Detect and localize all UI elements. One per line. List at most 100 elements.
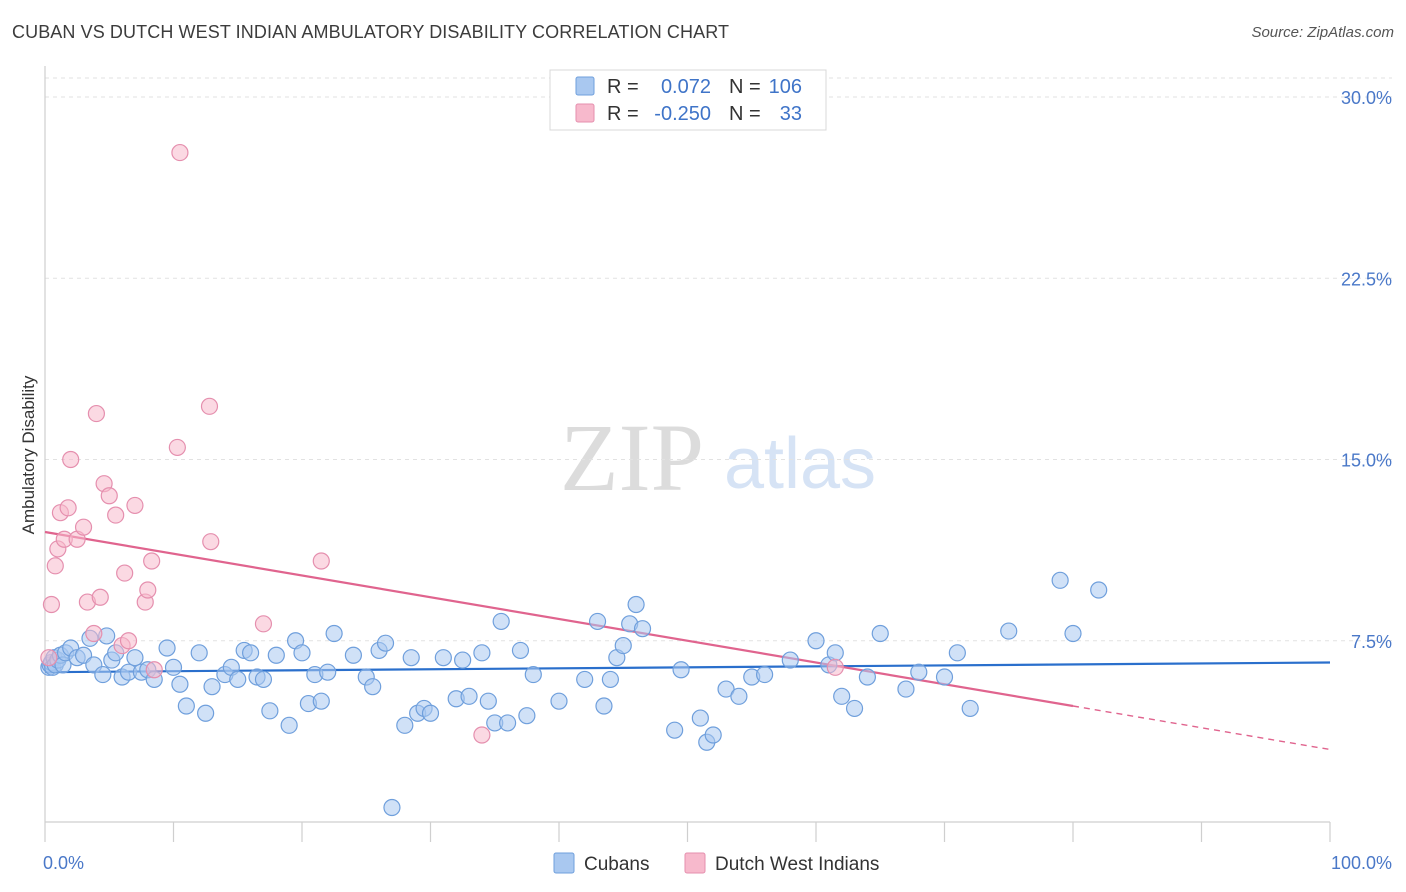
- legend: R = 0.072 N = 106 R = -0.250 N = 33: [549, 69, 827, 131]
- source-label: Source: ZipAtlas.com: [1251, 24, 1394, 41]
- cubans-point: [261, 702, 279, 720]
- dutch-west-indians-point: [87, 404, 106, 423]
- dutch-west-indians-point: [168, 438, 186, 457]
- dutch-west-indians-point: [200, 397, 219, 415]
- dutch-west-indians-trend-extension: [1072, 705, 1331, 751]
- dutch-west-indians-point: [40, 649, 58, 667]
- cubans-point: [910, 663, 928, 681]
- data-points: [40, 143, 1108, 817]
- cubans-point: [434, 649, 452, 667]
- cubans-point: [614, 636, 632, 655]
- cubans-point: [672, 661, 690, 679]
- bottom-legend-swatch-cubans: [553, 852, 575, 874]
- dutch-west-indians-point: [202, 533, 220, 551]
- cubans-point: [479, 692, 497, 710]
- dutch-west-indians-point: [42, 595, 61, 614]
- cubans-point: [511, 641, 530, 660]
- cubans-point: [190, 644, 208, 662]
- dutch-west-indians-point: [119, 632, 138, 650]
- legend-r-value-dutch-west-indians: -0.250: [654, 103, 711, 125]
- cubans-point: [499, 714, 517, 732]
- cubans-point: [601, 670, 620, 689]
- cubans-point: [518, 707, 536, 725]
- cubans-point: [197, 704, 215, 722]
- cubans-point: [845, 699, 864, 718]
- cubans-point: [595, 697, 613, 715]
- legend-n-value-cubans: 106: [769, 76, 802, 98]
- dutch-west-indians-point: [62, 450, 80, 469]
- dutch-west-indians-trend-line: [44, 530, 1074, 708]
- dutch-west-indians-point: [107, 506, 125, 524]
- cubans-point: [1000, 622, 1018, 640]
- tick-labels: 7.5% 15.0% 22.5% 30.0% 0.0% 100.0%: [43, 88, 1392, 873]
- dutch-west-indians-point: [100, 487, 118, 505]
- y-tick-label: 7.5%: [1351, 632, 1392, 652]
- chart-title: CUBAN VS DUTCH WEST INDIAN AMBULATORY DI…: [12, 22, 730, 42]
- cubans-point: [280, 716, 298, 734]
- cubans-point: [948, 644, 966, 662]
- legend-n-value-dutch-west-indians: 33: [780, 103, 802, 125]
- axes: [44, 66, 1331, 842]
- dutch-west-indians-point: [145, 661, 163, 679]
- cubans-point: [267, 646, 285, 664]
- grid-lines: [45, 77, 1392, 642]
- y-tick-label: 15.0%: [1341, 451, 1392, 471]
- cubans-point: [158, 639, 176, 657]
- cubans-point: [293, 644, 311, 662]
- cubans-point: [1064, 624, 1082, 643]
- dutch-west-indians-point: [116, 564, 134, 582]
- cubans-point: [126, 649, 144, 667]
- dutch-west-indians-point: [85, 624, 103, 643]
- cubans-point: [177, 697, 195, 715]
- cubans-point: [229, 670, 247, 689]
- cubans-point: [421, 704, 440, 722]
- cubans-point: [460, 687, 478, 705]
- cubans-point: [588, 612, 607, 631]
- cubans-point: [550, 692, 568, 710]
- cubans-point: [704, 726, 722, 744]
- cubans-point: [666, 721, 684, 739]
- dutch-west-indians-point: [826, 658, 844, 676]
- cubans-point: [203, 678, 221, 696]
- cubans-point: [897, 680, 915, 698]
- cubans-point: [807, 632, 825, 650]
- cubans-point: [1090, 581, 1108, 599]
- legend-r-value-cubans: 0.072: [661, 76, 711, 98]
- dutch-west-indians-point: [91, 588, 109, 606]
- dutch-west-indians-point: [59, 499, 77, 517]
- dutch-west-indians-point: [126, 496, 144, 515]
- cubans-point: [576, 670, 594, 689]
- cubans-point: [325, 624, 343, 643]
- cubans-point: [319, 663, 337, 681]
- cubans-point: [717, 680, 735, 698]
- cubans-point: [691, 709, 709, 727]
- cubans-point: [242, 644, 260, 662]
- dutch-west-indians-point: [473, 726, 491, 744]
- cubans-point: [94, 665, 112, 684]
- dutch-west-indians-point: [254, 615, 273, 633]
- legend-swatch-dutch-west-indians: [575, 103, 595, 123]
- dutch-west-indians-point: [46, 557, 64, 575]
- cubans-point: [254, 670, 273, 689]
- dutch-west-indians-point: [171, 143, 189, 162]
- cubans-point: [961, 699, 979, 718]
- bottom-legend-label-dutch-west-indians: Dutch West Indians: [715, 854, 879, 875]
- cubans-point: [781, 651, 799, 669]
- cubans-point: [376, 634, 395, 652]
- cubans-point: [383, 798, 401, 817]
- cubans-point: [833, 687, 851, 705]
- dutch-west-indians-point: [143, 552, 161, 570]
- cubans-point: [871, 624, 889, 643]
- legend-r-label-dutch-west-indians: R =: [607, 103, 639, 125]
- watermark-zip: ZIP: [560, 404, 704, 511]
- cubans-point: [312, 692, 330, 710]
- cubans-point: [454, 651, 472, 669]
- legend-r-label-cubans: R =: [607, 76, 639, 98]
- cubans-point: [164, 658, 183, 676]
- legend-box: [549, 69, 827, 131]
- y-tick-label: 22.5%: [1341, 269, 1392, 289]
- cubans-point: [755, 665, 774, 684]
- cubans-point: [473, 644, 491, 662]
- cubans-point: [396, 716, 414, 734]
